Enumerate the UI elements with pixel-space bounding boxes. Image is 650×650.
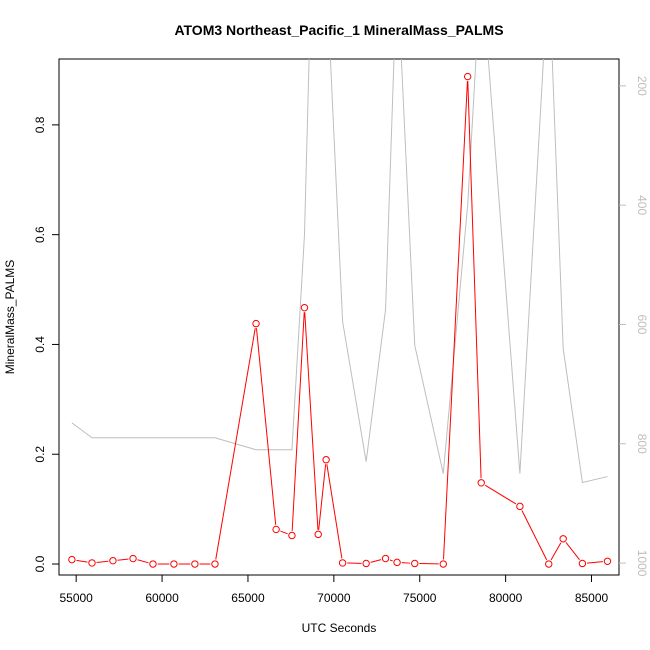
series-line-segment [443,81,468,560]
data-point [252,319,260,328]
data-point [559,535,567,543]
series-line-segment [326,464,343,559]
x-tick-label: 65000 [231,591,265,605]
series-line-segment [318,464,327,530]
data-point [545,560,553,568]
y-tick-label: 0.4 [33,336,47,353]
data-point [191,560,199,568]
y-tick-label: 0.8 [33,116,47,133]
data-point [362,559,370,568]
y2-tick-label: 200 [635,76,649,96]
data-point [578,559,587,568]
x-axis-label: UTC Seconds [302,621,377,635]
data-point [300,303,309,312]
y2-tick-label: 400 [635,195,649,215]
y-axis-label: MineralMass_PALMS [3,260,17,374]
data-point [170,560,178,568]
data-point [129,554,137,563]
x-tick-label: 85000 [575,591,609,605]
series-line-segment [255,328,277,525]
y2-tick-label: 1000 [635,550,649,577]
data-point [109,557,117,565]
y-axis: 0.0 0.2 0.4 0.6 0.8 [33,116,59,572]
series-line-segment [389,559,393,562]
data-point [211,560,219,568]
x-axis: 55000 60000 65000 70000 75000 80000 85000 [59,575,609,605]
series-line-segment [280,530,288,535]
data-point [516,502,524,511]
chart-title: ATOM3 Northeast_Pacific_1 MineralMass_PA… [174,22,503,38]
x-tick-label: 80000 [489,591,523,605]
series-line-segment [370,559,382,563]
plot-frame [58,58,620,576]
series-line-segment [550,542,562,561]
y2-tick-label: 600 [635,314,649,334]
data-point [463,72,472,81]
data-point [322,456,330,464]
data-point [272,525,280,534]
series-line-segment [117,558,129,561]
data-point [393,558,401,567]
data-point [288,531,296,540]
series-line-segment [96,560,109,563]
x-tick-label: 55000 [59,591,93,605]
x-tick-label: 60000 [145,591,179,605]
series-line-segment [76,559,88,563]
series-line-segment [137,559,149,564]
data-point [314,530,322,539]
series-line-segment [291,312,305,531]
y-tick-label: 0.2 [33,446,47,463]
series-line-segment [215,328,256,560]
data-point [88,559,96,567]
series-line-segment [401,562,411,564]
x-tick-label: 75000 [403,591,437,605]
series-line-segment [484,484,517,505]
data-point [381,554,390,563]
series-line-segment [304,312,319,530]
data-point [439,560,447,568]
series-line-segment [521,510,548,561]
x-tick-label: 70000 [317,591,351,605]
series-line-segment [467,81,482,479]
y2-axis-right: 200 400 600 800 1000 [619,76,649,577]
data-point [477,479,485,487]
data-point [149,560,157,568]
y2-tick-label: 800 [635,434,649,454]
series-line-segment [565,542,580,561]
data-point [338,559,347,567]
plot-area [68,59,612,568]
data-point [411,559,419,568]
data-point [68,555,76,564]
data-point [603,557,612,565]
series-line-segment [586,561,603,564]
y-tick-label: 0.0 [33,555,47,572]
y-tick-label: 0.6 [33,226,47,243]
series-line-right-axis [71,59,608,484]
